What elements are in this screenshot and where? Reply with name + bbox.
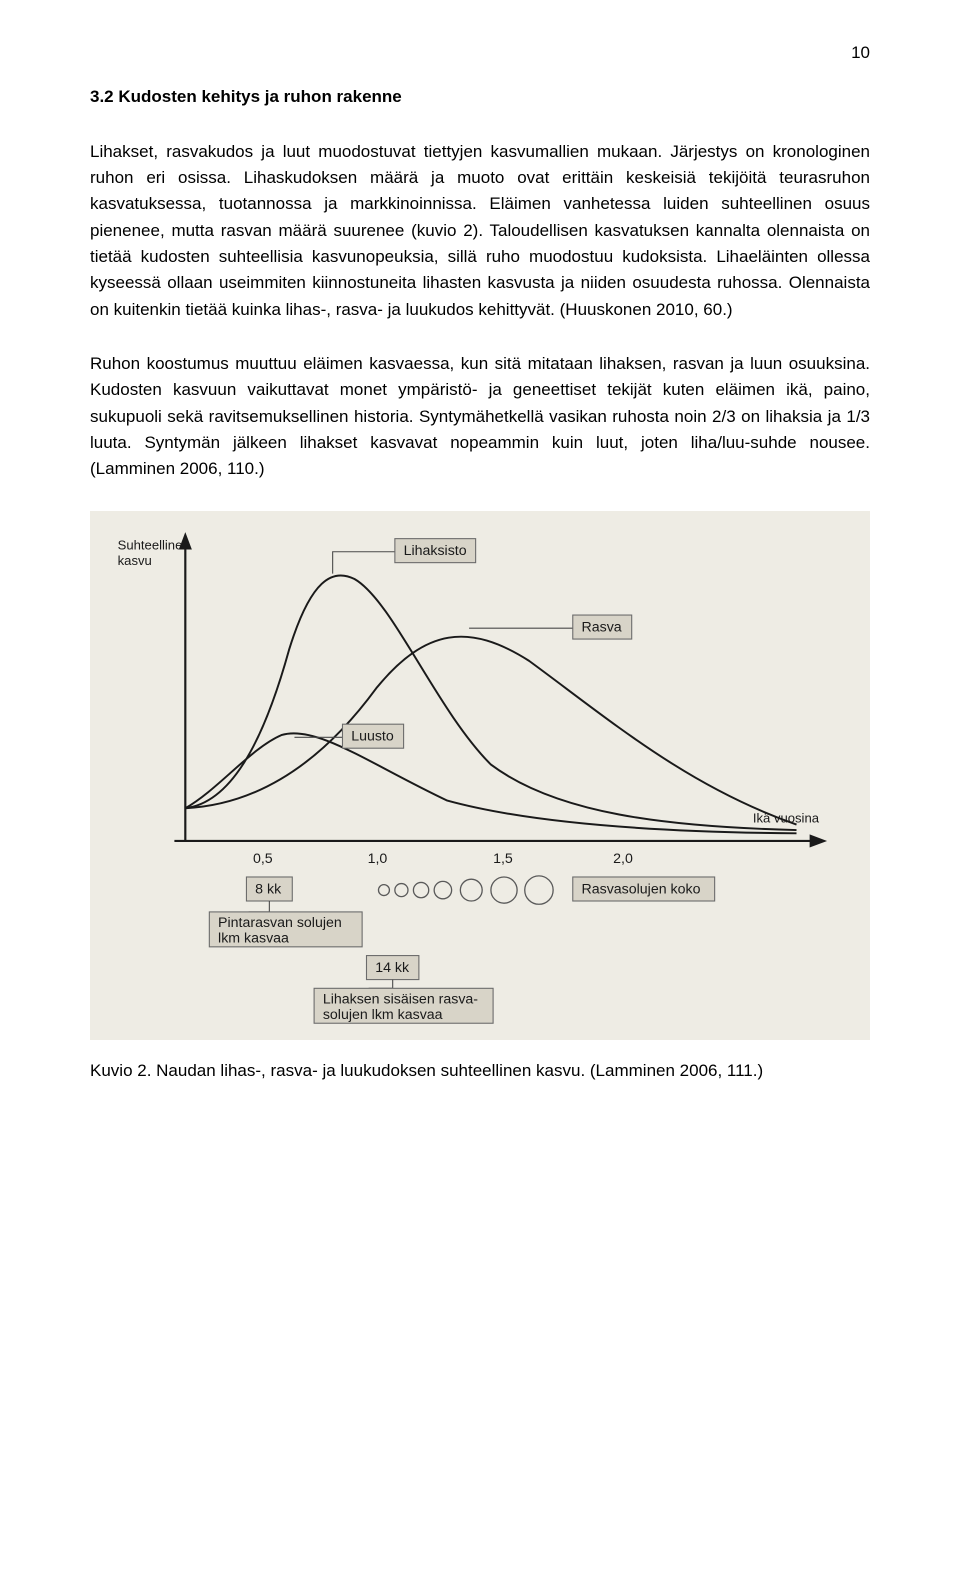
leader-lihaksisto <box>333 552 395 574</box>
curve-lihaksisto <box>185 575 796 830</box>
label-rasva: Rasva <box>582 619 622 635</box>
growth-chart-svg: Suhteellinen kasvu Ikä vuosina 0,5 1,0 1… <box>98 519 862 1032</box>
x-tick-0: 0,5 <box>253 851 273 867</box>
paragraph-1: Lihakset, rasvakudos ja luut muodostuvat… <box>90 139 870 323</box>
leader-14kk <box>369 979 393 988</box>
label-lihaksen-1: Lihaksen sisäisen rasva- <box>323 991 478 1007</box>
x-tick-3: 2,0 <box>613 851 633 867</box>
x-axis-label: Ikä vuosina <box>753 810 820 825</box>
y-axis-label-2: kasvu <box>118 553 152 568</box>
label-lihaksisto: Lihaksisto <box>404 543 467 559</box>
x-axis-arrow <box>810 834 827 847</box>
leader-8kk <box>249 901 270 912</box>
label-luusto: Luusto <box>351 728 394 744</box>
figure-caption: Kuvio 2. Naudan lihas-, rasva- ja luukud… <box>90 1060 870 1083</box>
x-tick-1: 1,0 <box>368 851 388 867</box>
curve-rasva <box>185 636 796 824</box>
y-axis-label-1: Suhteellinen <box>118 537 190 552</box>
page-number: 10 <box>90 40 870 66</box>
x-tick-2: 1,5 <box>493 851 513 867</box>
label-pintarasva-1: Pintarasvan solujen <box>218 915 342 931</box>
section-heading: 3.2 Kudosten kehitys ja ruhon rakenne <box>90 84 870 110</box>
label-lihaksen-2: solujen lkm kasvaa <box>323 1007 443 1023</box>
paragraph-2: Ruhon koostumus muuttuu eläimen kasvaess… <box>90 351 870 483</box>
label-8kk: 8 kk <box>255 881 282 897</box>
label-14kk: 14 kk <box>375 960 410 976</box>
label-fatcell: Rasvasolujen koko <box>582 881 701 897</box>
figure-growth-curves: Suhteellinen kasvu Ikä vuosina 0,5 1,0 1… <box>90 511 870 1040</box>
label-pintarasva-2: lkm kasvaa <box>218 930 289 946</box>
fat-cell-circles <box>378 876 553 904</box>
